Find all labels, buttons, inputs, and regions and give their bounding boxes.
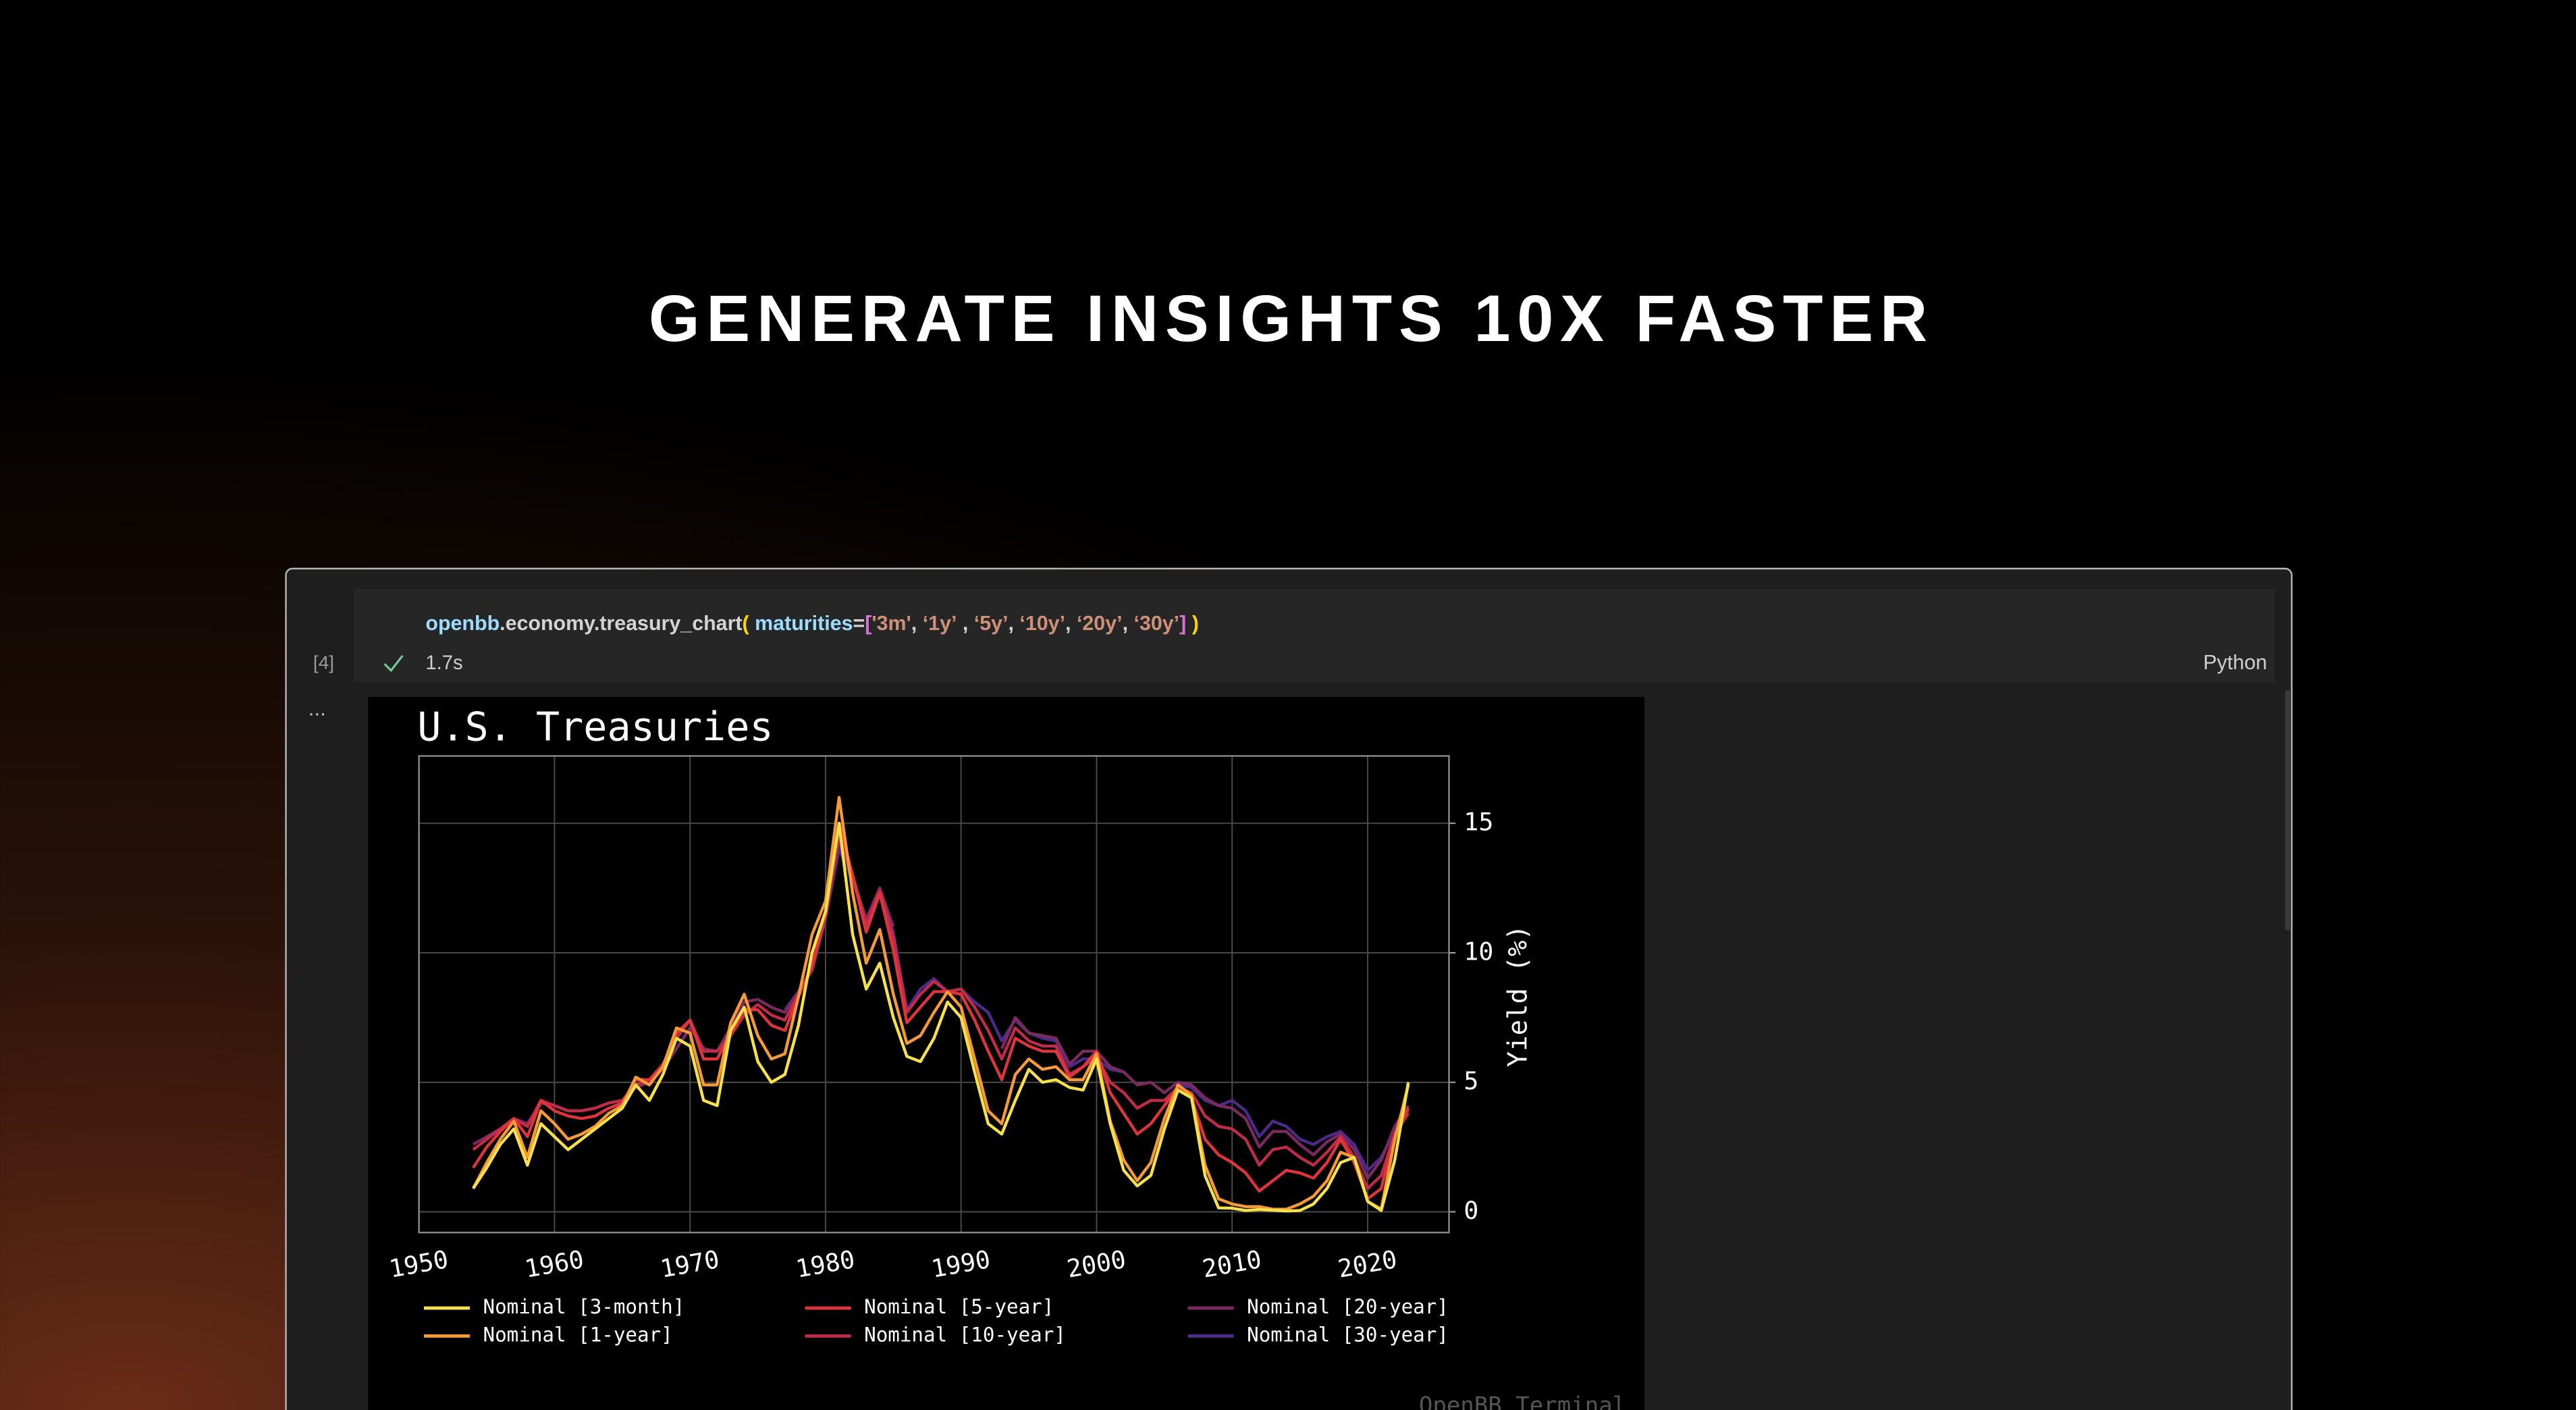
chart-title: U.S. Treasuries: [417, 704, 773, 750]
series-lines: [472, 795, 1410, 1213]
legend-label: Nominal [30-year]: [1247, 1323, 1449, 1346]
y-tick-label: 15: [1464, 808, 1493, 837]
code-cell[interactable]: [353, 588, 2276, 682]
legend-label: Nominal [1-year]: [483, 1323, 673, 1346]
code-token: ‘30y’: [1134, 612, 1180, 635]
code-token: ): [1186, 612, 1199, 635]
code-token: ,: [1123, 612, 1134, 635]
code-token: ‘10y’: [1019, 612, 1065, 635]
y-axis-label: Yield (%): [1503, 924, 1534, 1067]
scrollbar[interactable]: [2285, 690, 2290, 931]
legend-label: Nominal [20-year]: [1247, 1295, 1449, 1318]
headline: GENERATE INSIGHTS 10X FASTER: [649, 282, 1934, 355]
code-token: maturities: [749, 612, 853, 635]
code-token: .economy.treasury_chart: [500, 612, 742, 635]
code-token: ‘20y’: [1077, 612, 1123, 635]
code-token: [: [865, 612, 871, 635]
output-marker[interactable]: ...: [308, 696, 326, 721]
code-token: ,: [1009, 612, 1020, 635]
success-check: [383, 655, 404, 673]
code-token: ]: [1179, 612, 1186, 635]
legend-label: Nominal [3-month]: [483, 1295, 685, 1318]
y-tick-label: 10: [1464, 937, 1493, 966]
legend-label: Nominal [10-year]: [864, 1323, 1066, 1346]
code-token: ,: [911, 612, 923, 635]
code-token: ,: [957, 612, 973, 635]
legend-label: Nominal [5-year]: [864, 1295, 1054, 1318]
cell-duration: 1.7s: [425, 652, 462, 674]
watermark: OpenBB Terminal: [1419, 1392, 1626, 1410]
code-token: ,: [1065, 612, 1077, 635]
code-token: ‘1y’: [923, 612, 957, 635]
y-tick-label: 5: [1464, 1066, 1478, 1095]
chart-background: [368, 696, 1645, 1410]
code-token: (: [743, 612, 750, 635]
code-line: openbb.economy.treasury_chart( maturitie…: [425, 612, 1198, 635]
code-token: ‘5y’: [974, 612, 1009, 635]
series-line: [472, 821, 1410, 1213]
cell-number: [4]: [313, 652, 334, 673]
y-tick-label: 0: [1464, 1196, 1478, 1225]
cell-language[interactable]: Python: [2203, 651, 2268, 674]
plot-frame: [418, 755, 1450, 1234]
code-token: openbb: [425, 612, 500, 635]
code-token: =: [853, 612, 865, 635]
code-token: '3m': [871, 612, 911, 635]
series-line: [472, 795, 1410, 1211]
